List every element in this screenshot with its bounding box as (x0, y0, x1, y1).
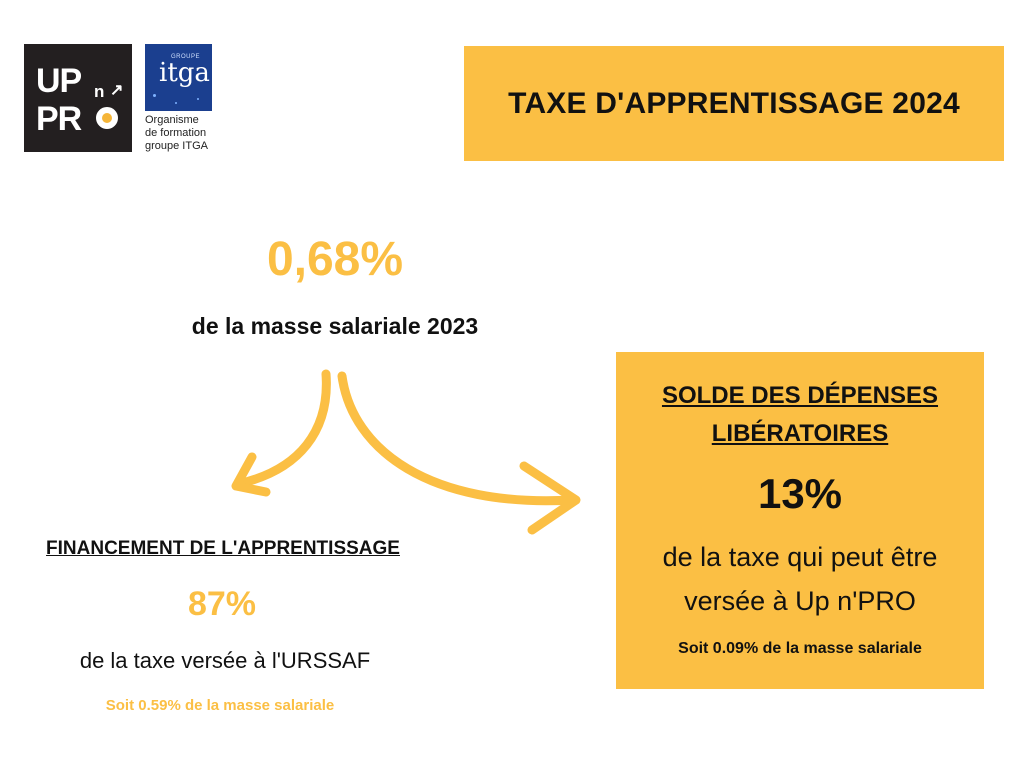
title-banner: TAXE D'APPRENTISSAGE 2024 (464, 46, 1004, 161)
itga-logo: GROUPE itga (145, 44, 212, 111)
logo-up-text: UP (36, 62, 82, 100)
logo-n-text: n (94, 82, 105, 101)
logo-caption-line: de formation (145, 127, 207, 139)
solde-title-line: LIBÉRATOIRES (711, 420, 889, 447)
financement-description: de la taxe versée à l'URSSAF (79, 648, 371, 673)
solde-description: de la taxe qui peut être versée à Up n'P… (616, 535, 984, 623)
solde-subtext: Soit 0.09% de la masse salariale (678, 640, 922, 657)
logo-pr-text: PR (36, 100, 82, 138)
financement-subtext: Soit 0.59% de la masse salariale (105, 697, 335, 714)
financement-title: FINANCEMENT DE L'APPRENTISSAGE (46, 538, 400, 559)
solde-description-line: versée à Up n'PRO (684, 586, 916, 616)
solde-title-line: SOLDE DES DÉPENSES (661, 382, 939, 409)
logo-o-dot (102, 113, 112, 123)
solde-percent: 13% (757, 470, 843, 517)
logo-caption-line: groupe ITGA (145, 140, 208, 152)
itga-dot (197, 98, 199, 100)
itga-groupe-text: GROUPE (171, 54, 201, 60)
itga-dot (153, 94, 156, 97)
upnpro-logo: UP n ↗ PR (24, 44, 132, 152)
solde-description-line: de la taxe qui peut être (662, 542, 938, 572)
total-rate-description: de la masse salariale 2023 (191, 313, 479, 339)
arrow-left-curved-icon (231, 369, 331, 497)
solde-card: SOLDE DES DÉPENSES LIBÉRATOIRES 13% de l… (616, 352, 984, 689)
total-rate-value: 0,68% (266, 233, 404, 286)
page-title: TAXE D'APPRENTISSAGE 2024 (508, 86, 960, 120)
itga-word-text: itga (159, 58, 210, 88)
logo-caption-line: Organisme (145, 114, 199, 126)
logo-arrow-icon: ↗ (110, 82, 124, 99)
arrow-right-curved-icon (337, 371, 581, 535)
solde-title: SOLDE DES DÉPENSES LIBÉRATOIRES (616, 377, 984, 453)
itga-dot (175, 102, 177, 104)
financement-percent: 87% (187, 585, 257, 623)
logo-caption: Organisme de formation groupe ITGA (145, 114, 208, 153)
